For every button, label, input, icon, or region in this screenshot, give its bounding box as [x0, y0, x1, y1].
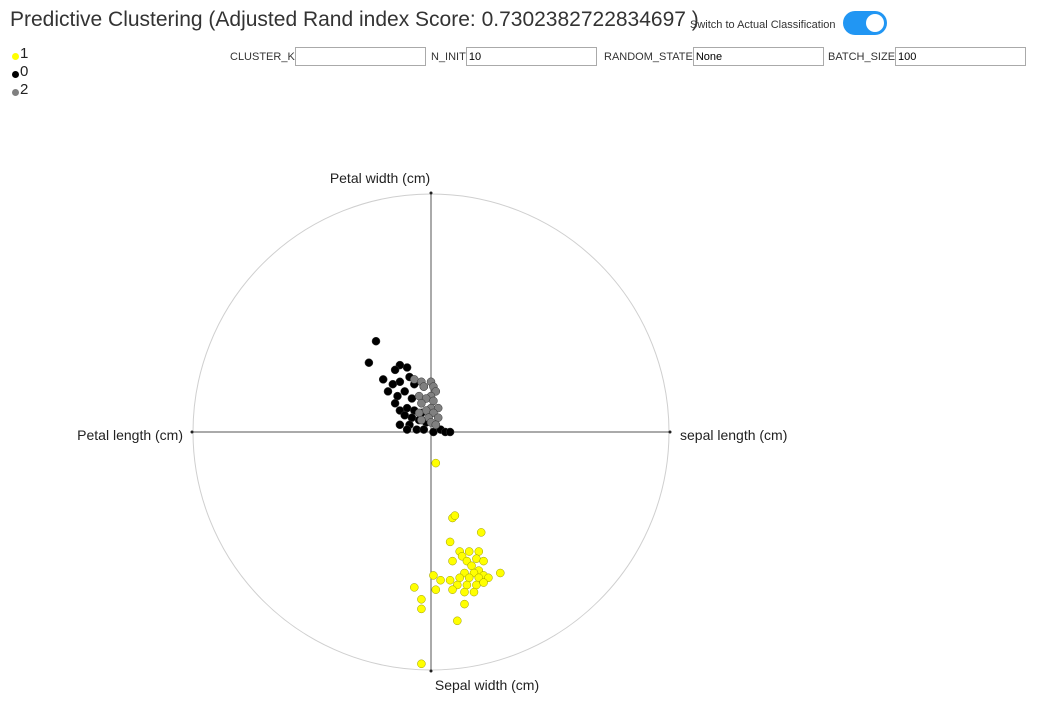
- data-point-cluster-1: [474, 547, 484, 556]
- data-point-cluster-0: [388, 379, 398, 389]
- data-point-cluster-1: [431, 585, 441, 594]
- anchor-point: [429, 191, 433, 195]
- data-point-cluster-0: [371, 336, 381, 346]
- anchor-point: [668, 430, 672, 434]
- data-point-cluster-1: [431, 458, 441, 468]
- data-point-cluster-1: [417, 659, 426, 669]
- data-point-cluster-1: [410, 583, 419, 592]
- anchor-point: [190, 430, 194, 434]
- data-point-cluster-0: [402, 403, 412, 413]
- data-point-cluster-2: [421, 406, 431, 415]
- legend-swatch: [12, 52, 19, 60]
- data-point-cluster-1: [445, 537, 455, 547]
- data-point-cluster-2: [431, 420, 441, 430]
- data-point-cluster-1: [445, 575, 455, 585]
- data-point-cluster-1: [462, 580, 472, 590]
- data-point-cluster-1: [436, 575, 445, 585]
- anchor-point: [429, 669, 433, 673]
- data-point-cluster-2: [410, 375, 419, 384]
- data-point-cluster-0: [419, 425, 429, 434]
- data-point-cluster-1: [448, 585, 457, 594]
- random-state-input[interactable]: [692, 47, 824, 66]
- axis-label-sepal-length: sepal length (cm): [680, 427, 787, 443]
- data-points: [364, 336, 505, 669]
- param-label: N_INIT: [431, 50, 466, 63]
- data-point-cluster-0: [407, 394, 417, 403]
- data-point-cluster-0: [378, 375, 388, 384]
- data-point-cluster-2: [414, 391, 424, 401]
- data-point-cluster-2: [417, 415, 426, 425]
- classification-toggle[interactable]: [843, 11, 887, 35]
- data-point-cluster-0: [400, 411, 409, 420]
- data-point-cluster-1: [464, 573, 474, 583]
- data-point-cluster-0: [393, 391, 402, 401]
- data-point-cluster-1: [467, 561, 476, 571]
- data-point-cluster-1: [417, 595, 426, 604]
- data-point-cluster-0: [390, 399, 400, 408]
- legend-label: 1: [20, 45, 29, 62]
- data-point-cluster-1: [464, 547, 474, 556]
- data-point-cluster-0: [412, 425, 421, 434]
- data-point-cluster-1: [417, 604, 426, 614]
- data-point-cluster-0: [402, 425, 412, 434]
- legend-label: 2: [20, 81, 29, 98]
- data-point-cluster-2: [419, 382, 429, 391]
- param-label: BATCH_SIZE: [828, 50, 896, 63]
- data-point-cluster-0: [445, 427, 455, 437]
- data-point-cluster-1: [469, 587, 479, 597]
- data-point-cluster-1: [453, 616, 462, 626]
- data-point-cluster-1: [455, 573, 464, 583]
- data-point-cluster-2: [417, 399, 426, 408]
- batch-size-input[interactable]: [895, 47, 1027, 66]
- data-point-cluster-0: [383, 387, 393, 396]
- axis-label-sepal-width: Sepal width (cm): [435, 677, 539, 693]
- legend: 1 0 2: [12, 45, 28, 99]
- page-title: Predictive Clustering (Adjusted Rand ind…: [10, 8, 699, 31]
- cluster-k-input[interactable]: [294, 47, 426, 66]
- legend-swatch: [12, 88, 19, 96]
- data-point-cluster-1: [479, 556, 488, 566]
- data-point-cluster-1: [460, 587, 469, 597]
- param-random-state: RANDOM_STATE: [604, 46, 824, 67]
- data-point-cluster-0: [407, 413, 417, 422]
- legend-label: 0: [20, 63, 29, 80]
- data-point-cluster-0: [390, 365, 400, 375]
- toggle-knob: [866, 14, 884, 32]
- param-n-init: N_INIT: [431, 46, 597, 67]
- data-point-cluster-1: [448, 556, 457, 566]
- axis-label-petal-width: Petal width (cm): [330, 170, 430, 186]
- legend-item: 1: [12, 45, 28, 63]
- toggle-label: Switch to Actual Classification: [690, 19, 836, 31]
- data-point-cluster-1: [460, 599, 469, 609]
- data-point-cluster-2: [433, 413, 443, 422]
- param-batch-size: BATCH_SIZE: [828, 46, 1027, 67]
- data-point-cluster-1: [476, 528, 486, 537]
- axis-label-petal-length: Petal length (cm): [77, 427, 183, 443]
- data-point-cluster-0: [395, 420, 405, 430]
- param-label: RANDOM_STATE: [604, 50, 693, 63]
- n-init-input[interactable]: [465, 47, 597, 66]
- data-point-cluster-0: [400, 387, 409, 396]
- data-point-cluster-1: [450, 511, 460, 520]
- data-point-cluster-1: [429, 571, 438, 580]
- param-cluster-k: CLUSTER_K: [230, 46, 426, 67]
- data-point-cluster-0: [429, 427, 438, 437]
- param-label: CLUSTER_K: [230, 50, 295, 63]
- legend-swatch: [12, 70, 19, 78]
- data-point-cluster-0: [402, 363, 412, 372]
- data-point-cluster-1: [479, 578, 488, 587]
- legend-item: 2: [12, 81, 28, 99]
- data-point-cluster-0: [364, 358, 374, 367]
- data-point-cluster-1: [496, 568, 505, 578]
- data-point-cluster-1: [472, 580, 481, 590]
- legend-item: 0: [12, 63, 28, 81]
- data-point-cluster-0: [395, 377, 405, 387]
- data-point-cluster-2: [429, 396, 438, 406]
- data-point-cluster-1: [472, 554, 481, 563]
- data-point-cluster-2: [414, 408, 424, 418]
